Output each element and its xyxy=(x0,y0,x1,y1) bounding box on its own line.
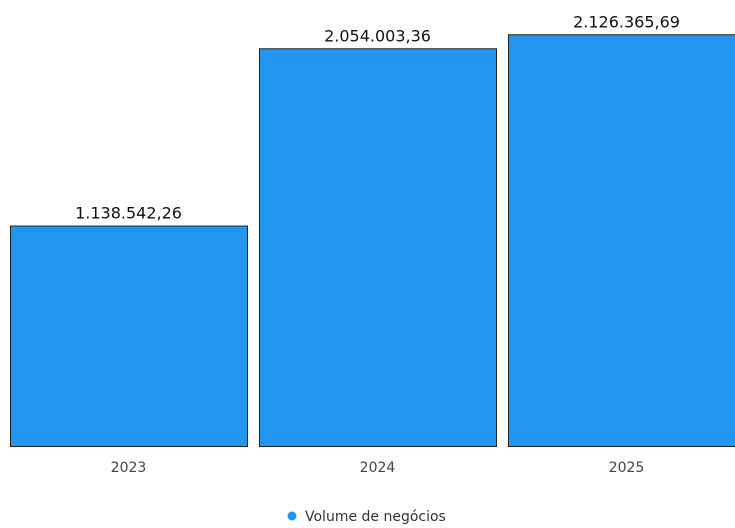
value-label-2025: 2.126.365,69 xyxy=(573,12,680,31)
legend-marker-icon xyxy=(287,511,297,521)
x-tick-label-2025: 2025 xyxy=(609,460,645,476)
bars-layer xyxy=(10,34,735,448)
bar-2023[interactable] xyxy=(10,225,248,447)
legend[interactable]: Volume de negócios xyxy=(287,509,446,525)
value-label-2023: 1.138.542,26 xyxy=(75,204,182,223)
x-tick-label-2024: 2024 xyxy=(360,460,396,476)
bar-2024[interactable] xyxy=(259,48,497,447)
legend-label: Volume de negócios xyxy=(305,509,446,525)
value-label-2024: 2.054.003,36 xyxy=(324,26,431,45)
x-axis-ticks: 2023 2024 2025 xyxy=(111,460,645,476)
bar-2025[interactable] xyxy=(508,34,735,448)
value-labels-layer: 1.138.542,26 2.054.003,36 2.126.365,69 xyxy=(75,12,680,222)
x-tick-label-2023: 2023 xyxy=(111,460,147,476)
